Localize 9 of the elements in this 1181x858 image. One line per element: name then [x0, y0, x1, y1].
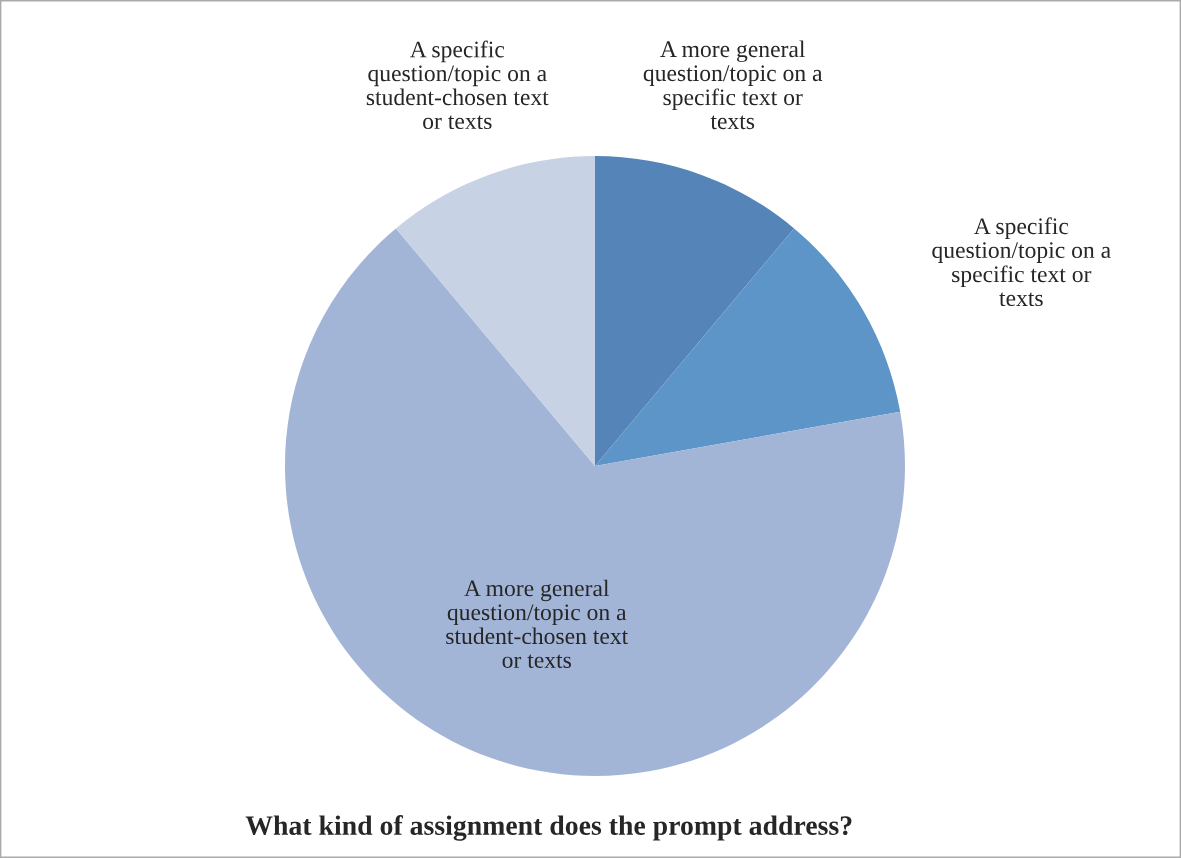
pie-slice	[595, 156, 795, 466]
pie-slice	[285, 228, 905, 776]
text: What kind of assignment does the prompt address?	[245, 815, 852, 841]
pie-slice	[595, 228, 901, 466]
slice-label: A specific question/topic on a specific text or texts	[932, 217, 1111, 307]
pie-slice	[395, 156, 595, 466]
slice-label: A more general question/topic on a specific text or texts	[643, 40, 823, 130]
slice-label: A more general question/topic on a student-chosen text or texts	[446, 579, 629, 668]
slice-label: A specific question/topic on a student-chosen text or texts	[366, 40, 549, 130]
